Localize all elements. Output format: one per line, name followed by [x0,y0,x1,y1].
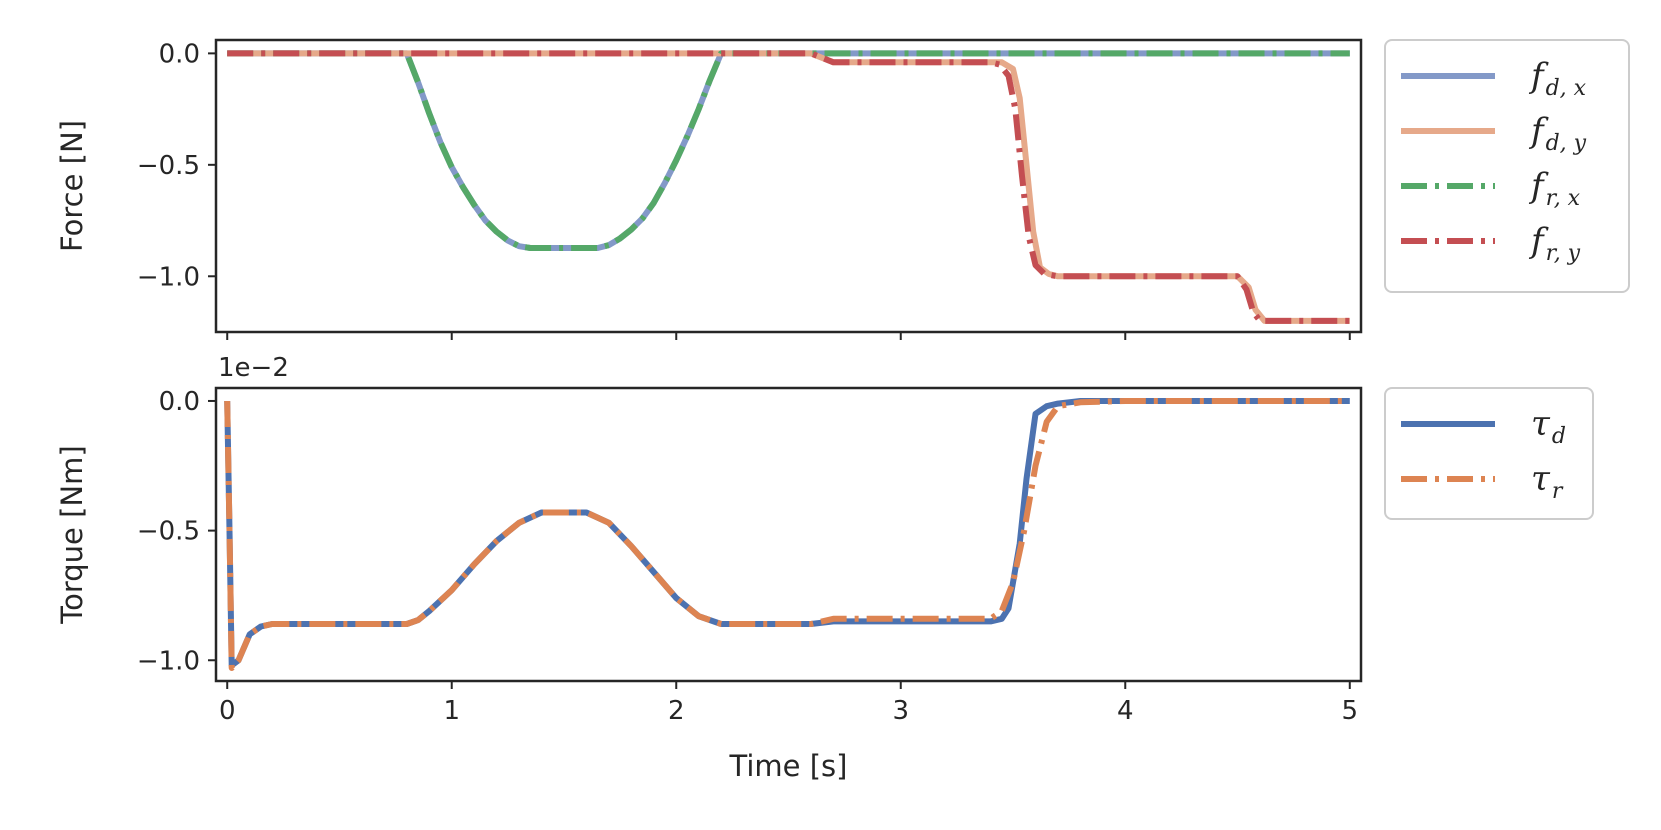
series-line-rx [227,50,1350,251]
y-tick-label: −0.5 [137,517,200,547]
series-line-r [224,398,1350,671]
y-axis-label: Torque [Nm] [55,445,89,624]
axes-frame [214,386,1363,683]
legend: τd τr [1384,387,1594,520]
legend-label: τr [1531,459,1564,504]
y-tick-label: −1.0 [137,262,200,292]
y-offset-label: 1e−2 [218,353,289,383]
x-tick-label: 4 [1117,696,1134,726]
series-line-dx [227,50,1350,251]
series-line-dy [227,50,1350,324]
axes-frame [214,38,1363,334]
x-tick-label: 0 [219,696,236,726]
legend: fd, xfd, yfr, xfr, y [1384,39,1630,293]
chart-2: 0.0 −0.5 −1.0 0 1 2 3 4 5 Torque [Nm] Time [s] 1e−2… [55,353,1594,783]
x-tick-label: 5 [1342,696,1359,726]
legend-box [1384,39,1630,293]
plot-area [227,50,1350,324]
series-line-ry [227,50,1350,324]
x-tick-label: 3 [892,696,909,726]
y-tick-label: 0.0 [159,387,200,417]
x-tick-label: 1 [443,696,460,726]
plot-area [224,398,1350,671]
legend-label: τd [1531,404,1566,449]
y-axis-label: Force [N] [55,120,89,252]
legend-box [1384,387,1594,520]
y-tick-label: 0.0 [159,39,200,69]
y-tick-label: −1.0 [137,646,200,676]
x-tick-label: 2 [668,696,685,726]
y-tick-label: −0.5 [137,151,200,181]
chart-1: 0.0 −0.5 −1.0 Force [N] fd, xfd, yfr, xfr, y [55,38,1630,340]
x-axis-label: Time [s] [729,749,848,783]
